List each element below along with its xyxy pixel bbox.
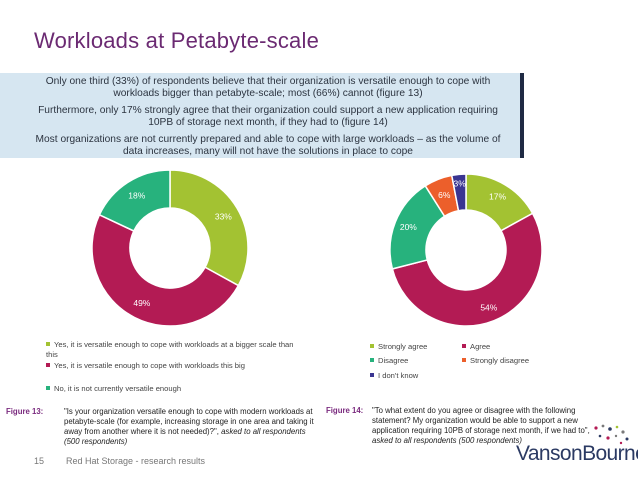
legend-item: No, it is not currently versatile enough [46,384,296,394]
figure-13-text: "Is your organization versatile enough t… [64,407,316,447]
legend-item: Yes, it is versatile enough to cope with… [46,361,296,371]
slice-label: 33% [215,211,232,221]
finding-1: Only one third (33%) of respondents beli… [45,76,491,99]
legend-swatch [46,342,50,346]
slice-label: 17% [489,192,506,202]
legend-swatch [370,344,374,348]
figure-14-donut-chart: 17% 54% 20% 6%3% [389,173,543,327]
figure-14-question: "To what extent do you agree or disagree… [372,406,590,435]
finding-2: Furthermore, only 17% strongly agree tha… [38,105,498,128]
slice-label: 20% [400,222,417,232]
slice-label: 6% [438,190,451,200]
slice-label: 54% [480,303,497,313]
legend-swatch [46,386,50,390]
legend-swatch [462,358,466,362]
legend-label: Yes, it is versatile enough to cope with… [46,340,294,359]
legend-label: No, it is not currently versatile enough [54,384,182,393]
legend-label: Strongly agree [378,342,428,351]
legend-label: Disagree [378,356,409,365]
figure-13-legend: Yes, it is versatile enough to cope with… [46,340,306,395]
legend-swatch [370,373,374,377]
figure-13-donut-chart: 33% 49% 18% [91,169,249,327]
slice-label: 49% [133,298,150,308]
figure-13-label: Figure 13: [6,407,44,416]
figure-13-question: "Is your organization versatile enough t… [64,407,314,436]
slice-label: 3% [454,178,467,188]
donut-slice [169,169,249,287]
donut-slice [91,213,240,327]
logo-dots-icon [594,424,629,445]
vanson-bourne-logo: VansonBourne [516,442,638,465]
legend-label: I don't know [378,371,419,380]
legend-swatch [370,358,374,362]
slice-label: 18% [128,191,145,201]
page-number: 15 [34,456,45,466]
slide-title: Workloads at Petabyte-scale [34,28,320,53]
finding-3: Most organizations are not currently pre… [35,134,501,157]
legend-label: Strongly disagree [470,356,530,365]
figure-13-caption: Figure 13: "Is your organization versati… [6,407,318,451]
footer-text: Red Hat Storage - research results [66,456,206,466]
figure-14-caption: Figure 14: "To what extent do you agree … [326,406,596,450]
legend-item: Disagree [370,356,408,366]
legend-item: Agree [462,342,490,352]
figure-14-note: asked to all respondents (500 respondent… [372,436,522,445]
donut-slice [450,173,467,212]
figure-14-label: Figure 14: [326,406,364,415]
legend-swatch [46,363,50,367]
key-findings-callout: Only one third (33%) of respondents beli… [0,73,524,158]
legend-item: Yes, it is versatile enough to cope with… [46,340,296,359]
figure-14-legend: Strongly agree Agree Disagree Strongly d… [370,342,570,382]
figure-14-text: "To what extent do you agree or disagree… [372,406,594,446]
legend-swatch [462,344,466,348]
legend-label: Yes, it is versatile enough to cope with… [54,361,245,370]
donut-slice [391,212,543,327]
figure-13-note: asked to all respondents (500 respondent… [64,427,306,446]
legend-item: Strongly agree [370,342,427,352]
legend-item: Strongly disagree [462,356,529,366]
legend-label: Agree [470,342,491,351]
donut-slice [98,169,171,232]
legend-item: I don't know [370,371,418,381]
